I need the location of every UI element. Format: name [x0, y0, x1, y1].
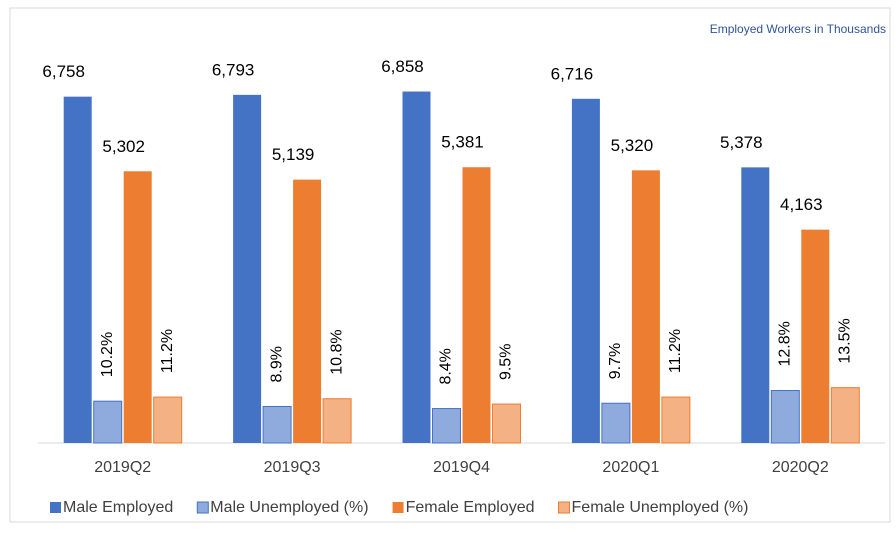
bar	[601, 402, 631, 444]
data-label: 6,716	[551, 64, 594, 83]
legend-swatch	[558, 501, 571, 514]
x-tick-label: 2019Q4	[433, 459, 490, 476]
legend-label: Female Unemployed (%)	[572, 499, 749, 516]
legend-label: Male Employed	[63, 499, 173, 516]
bar	[492, 403, 521, 444]
x-tick-label: 2019Q2	[94, 459, 151, 476]
bar	[661, 396, 691, 444]
legend-label: Female Employed	[406, 499, 535, 516]
bar	[293, 179, 322, 443]
bar	[123, 171, 152, 443]
legend-swatch	[196, 501, 209, 514]
data-label: 11.2%	[159, 329, 176, 373]
bar	[233, 94, 262, 443]
data-label: 4,163	[780, 195, 823, 214]
data-label: 12.8%	[777, 321, 794, 366]
data-label: 13.5%	[837, 318, 854, 363]
bar	[262, 406, 292, 444]
legend-swatch	[50, 502, 61, 513]
data-label: 5,302	[102, 137, 145, 156]
data-label: 6,793	[212, 60, 255, 79]
bar	[462, 167, 491, 443]
bar	[63, 96, 92, 443]
bar	[402, 91, 431, 443]
data-label: 5,378	[720, 133, 763, 152]
bar	[571, 98, 600, 444]
bar	[631, 170, 660, 443]
data-label: 5,139	[272, 145, 315, 164]
bar	[770, 390, 800, 444]
x-tick-label: 2020Q1	[602, 459, 659, 476]
data-label: 5,381	[441, 133, 484, 152]
data-label: 6,758	[42, 62, 85, 81]
bar	[830, 387, 860, 444]
data-label: 8.4%	[438, 348, 455, 384]
data-label: 5,320	[611, 136, 654, 155]
bar	[801, 229, 830, 443]
legend-swatch	[392, 502, 404, 513]
data-label: 11.2%	[667, 329, 684, 373]
data-label: 8.9%	[268, 346, 285, 382]
bar	[153, 396, 183, 444]
bar	[322, 398, 352, 444]
data-label: 10.2%	[99, 332, 116, 377]
bar	[432, 408, 461, 444]
bar	[93, 400, 123, 444]
data-label: 9.5%	[498, 344, 515, 380]
data-label: 6,858	[381, 57, 424, 76]
legend-label: Male Unemployed (%)	[210, 499, 368, 516]
data-label: 9.7%	[607, 343, 624, 379]
annotation: Employed Workers in Thousands	[710, 22, 886, 36]
bar	[741, 167, 770, 443]
data-label: 10.8%	[328, 329, 345, 374]
x-tick-label: 2019Q3	[264, 459, 321, 476]
x-tick-label: 2020Q2	[772, 459, 829, 476]
